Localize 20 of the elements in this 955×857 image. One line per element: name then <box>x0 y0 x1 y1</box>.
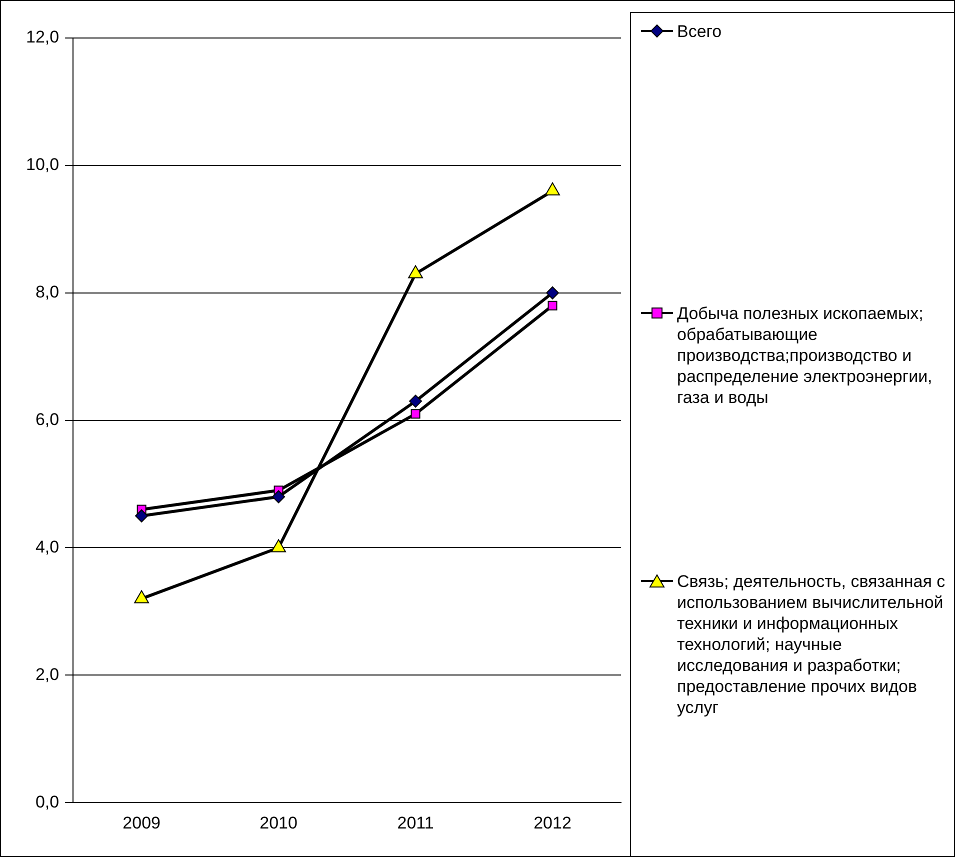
y-tick-label: 4,0 <box>35 537 60 556</box>
y-tick-label: 12,0 <box>26 28 60 47</box>
legend-label: Добыча полезных ископаемых; обрабатывающие производства;производство и распределение электроэнергии, газа и воды <box>677 303 934 408</box>
y-tick-label: 8,0 <box>35 282 60 302</box>
point <box>548 300 558 310</box>
point <box>135 509 148 522</box>
y-tick-label: 0,0 <box>35 792 60 812</box>
point <box>546 286 560 300</box>
x-tick-label: 2009 <box>122 813 160 832</box>
point <box>410 409 420 419</box>
point <box>409 394 422 408</box>
x-tick-label: 2012 <box>534 813 572 832</box>
x-tick-label: 2011 <box>397 813 434 832</box>
y-tick-label: 6,0 <box>35 410 60 429</box>
point <box>272 490 286 504</box>
legend-label: Всего <box>677 21 722 42</box>
x-tick-label: 2010 <box>260 813 298 832</box>
y-tick-label: 2,0 <box>35 664 60 684</box>
legend-label: Связь; деятельность, связанная с использованием вычислительной техники и информационных технологий; научные исследования и разработки; предоставление прочих видов услуг <box>677 571 946 718</box>
y-tick-label: 10,0 <box>26 155 60 174</box>
